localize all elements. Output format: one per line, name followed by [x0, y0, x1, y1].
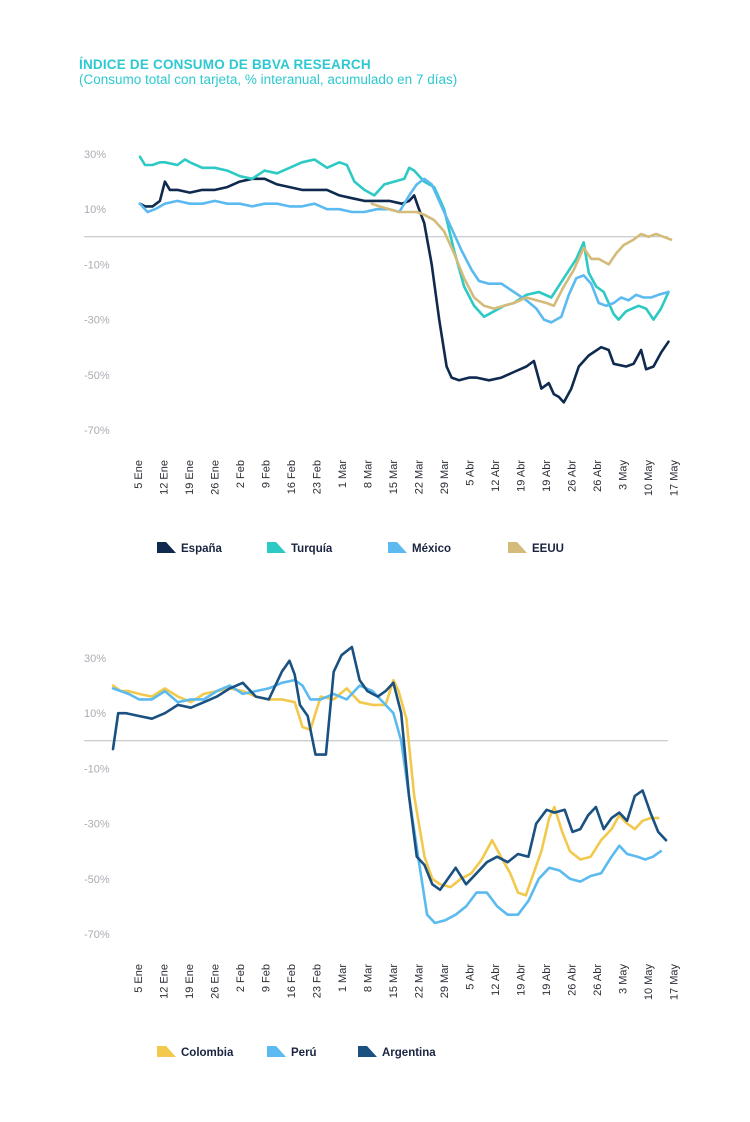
page-subtitle: (Consumo total con tarjeta, % interanual…	[79, 72, 458, 87]
x-tick-label: 5 Abr	[465, 460, 477, 486]
x-tick-label: 17 May	[669, 460, 681, 497]
legend-swatch-peru	[267, 1046, 286, 1057]
series-line-espana	[138, 177, 670, 404]
x-tick-label: 29 Mar	[439, 964, 451, 999]
x-tick-label: 26 Ene	[210, 964, 222, 999]
y-tick-label: -50%	[84, 370, 110, 382]
x-tick-label: 19 Ene	[184, 964, 196, 999]
x-tick-label: 3 May	[618, 964, 630, 994]
x-tick-label: 15 Mar	[388, 964, 400, 999]
y-tick-label: -70%	[84, 425, 110, 437]
x-tick-label: 1 Mar	[337, 460, 349, 488]
legend-swatch-mexico	[388, 542, 407, 553]
y-tick-label: 10%	[84, 708, 106, 720]
x-tick-label: 2 Feb	[235, 964, 247, 992]
x-tick-label: 19 Abr	[541, 460, 553, 492]
x-tick-label: 19 Abr	[516, 460, 528, 492]
x-tick-label: 26 Abr	[567, 460, 579, 492]
x-tick-label: 2 Feb	[235, 460, 247, 488]
x-tick-label: 26 Abr	[592, 964, 604, 996]
legend-label-turquia: Turquía	[291, 543, 333, 555]
x-tick-label: 12 Ene	[159, 964, 171, 999]
x-tick-label: 16 Feb	[286, 964, 298, 998]
legend-label-mexico: México	[412, 543, 451, 555]
x-tick-label: 26 Abr	[592, 460, 604, 492]
series-line-turquia	[138, 155, 670, 321]
x-tick-label: 3 May	[618, 460, 630, 490]
x-tick-label: 19 Ene	[184, 460, 196, 495]
legend-label-peru: Perú	[291, 1047, 317, 1059]
legend-label-eeuu: EEUU	[532, 543, 564, 555]
x-tick-label: 23 Feb	[312, 964, 324, 998]
series-line-mexico	[138, 177, 670, 324]
y-tick-label: -10%	[84, 763, 110, 775]
x-tick-label: 5 Abr	[465, 964, 477, 990]
legend-label-espana: España	[181, 543, 223, 555]
y-tick-label: -50%	[84, 874, 110, 886]
x-tick-label: 1 Mar	[337, 964, 349, 992]
x-tick-label: 8 Mar	[363, 460, 375, 488]
y-tick-label: 10%	[84, 204, 106, 216]
x-tick-label: 10 May	[643, 460, 655, 497]
x-tick-label: 29 Mar	[439, 460, 451, 495]
series-line-argentina	[111, 645, 668, 892]
legend-label-colombia: Colombia	[181, 1047, 234, 1059]
page-title: ÍNDICE DE CONSUMO DE BBVA RESEARCH	[79, 57, 371, 72]
x-tick-label: 9 Feb	[261, 460, 273, 488]
legend-swatch-colombia	[157, 1046, 176, 1057]
x-tick-label: 15 Mar	[388, 460, 400, 495]
x-tick-label: 5 Ene	[133, 964, 145, 993]
series-line-peru	[111, 678, 663, 925]
x-tick-label: 23 Feb	[312, 460, 324, 494]
x-tick-label: 19 Abr	[516, 964, 528, 996]
x-tick-label: 26 Abr	[567, 964, 579, 996]
y-tick-label: -30%	[84, 315, 110, 327]
legend-label-argentina: Argentina	[382, 1047, 436, 1059]
x-tick-label: 17 May	[669, 964, 681, 1001]
series-line-eeuu	[370, 202, 673, 310]
legend-swatch-espana	[157, 542, 176, 553]
x-tick-label: 19 Abr	[541, 964, 553, 996]
y-tick-label: -70%	[84, 929, 110, 941]
x-tick-label: 8 Mar	[363, 964, 375, 992]
chart-spain-turkey-mexico-usa: 30% 10% -10% -30% -50% -70% 5 Ene 12 Ene 19 Ene 2…	[84, 149, 681, 555]
x-tick-label: 16 Feb	[286, 460, 298, 494]
legend-swatch-eeuu	[508, 542, 527, 553]
y-tick-label: -30%	[84, 819, 110, 831]
x-tick-label: 26 Ene	[210, 460, 222, 495]
y-tick-label: 30%	[84, 149, 106, 161]
x-tick-label: 22 Mar	[414, 964, 426, 999]
x-tick-label: 12 Abr	[490, 964, 502, 996]
y-tick-label: -10%	[84, 259, 110, 271]
x-tick-label: 9 Feb	[261, 964, 273, 992]
x-tick-label: 5 Ene	[133, 460, 145, 489]
legend-swatch-argentina	[358, 1046, 377, 1057]
x-tick-label: 12 Abr	[490, 460, 502, 492]
x-tick-label: 10 May	[643, 964, 655, 1001]
legend-swatch-turquia	[267, 542, 286, 553]
x-tick-label: 12 Ene	[159, 460, 171, 495]
series-line-colombia	[111, 678, 660, 897]
x-tick-label: 22 Mar	[414, 460, 426, 495]
y-tick-label: 30%	[84, 653, 106, 665]
